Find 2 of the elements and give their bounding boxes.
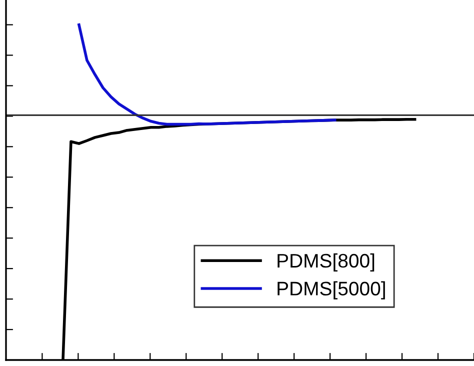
legend-label: PDMS[5000] bbox=[278, 281, 385, 300]
legend-label: PDMS[800] bbox=[278, 253, 374, 272]
